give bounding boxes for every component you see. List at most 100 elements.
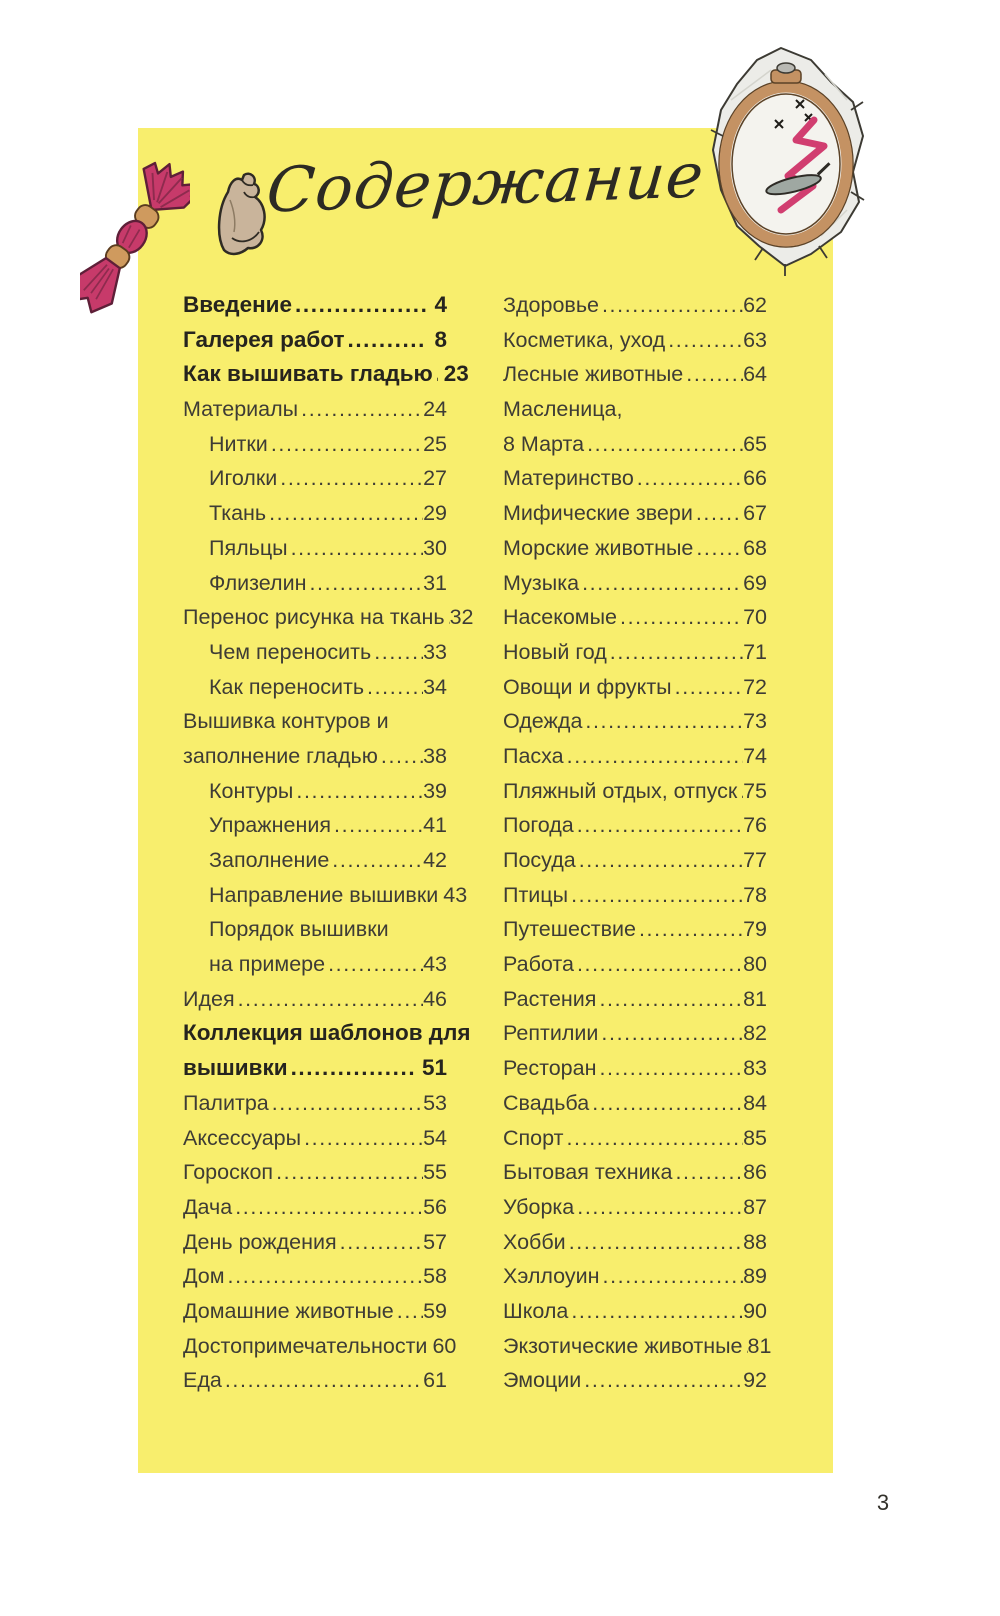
toc-entry: Хобби 88 <box>503 1225 767 1260</box>
toc-dot-leader <box>617 600 743 635</box>
toc-dot-leader <box>672 1155 743 1190</box>
toc-dot-leader <box>344 323 427 358</box>
toc-entry-label: Иголки <box>209 466 278 491</box>
toc-dot-leader <box>568 1294 743 1329</box>
toc-dot-leader <box>292 288 427 323</box>
toc-page-number: 81 <box>743 986 767 1011</box>
toc-entry-label: Уборка <box>503 1194 575 1219</box>
toc-entry: Как вышивать гладью 23 <box>183 357 469 392</box>
toc-page-number: 54 <box>423 1125 447 1150</box>
toc-page-number: 43 <box>443 882 468 907</box>
toc-entry: Косметика, уход 63 <box>503 323 767 358</box>
toc-dot-leader <box>598 1016 743 1051</box>
toc-dot-leader <box>693 531 743 566</box>
toc-page-number: 81 <box>747 1333 772 1358</box>
toc-entry-label: Еда <box>183 1368 222 1393</box>
toc-entry-label: Растения <box>503 986 597 1011</box>
toc-page-number: 8 <box>434 326 447 352</box>
toc-entry-label: Овощи и фрукты <box>503 674 672 699</box>
toc-page-number: 87 <box>743 1194 767 1219</box>
toc-entry-label: Морские животные <box>503 535 694 560</box>
toc-page-number: 58 <box>423 1264 447 1289</box>
toc-entry: Галерея работ 8 <box>183 323 447 358</box>
toc-entry: Ресторан 83 <box>503 1051 767 1086</box>
toc-entry: Дом 58 <box>183 1259 447 1294</box>
toc-entry: Вышивка контуров и <box>183 704 447 739</box>
toc-entry-label: Заполнение <box>209 848 330 872</box>
toc-entry-label: Рептилии <box>503 1021 599 1046</box>
toc-page-number: 78 <box>743 882 767 907</box>
toc-page-number: 90 <box>743 1298 767 1323</box>
toc-page-number: 27 <box>423 466 447 491</box>
toc-entry-label: Ресторан <box>503 1056 597 1081</box>
toc-entry-label: Пляжный отдых, отпуск <box>503 778 738 803</box>
toc-entry: Пляжный отдых, отпуск75 <box>503 774 767 809</box>
toc-entry: Введение 4 <box>183 288 447 323</box>
toc-entry-label: Хэллоуин <box>503 1264 600 1289</box>
toc-dot-leader <box>596 1051 743 1086</box>
toc-page-number: 42 <box>423 848 447 872</box>
toc-entry-label: Галерея работ <box>183 326 345 352</box>
toc-dot-leader <box>269 1086 423 1121</box>
toc-dot-leader <box>574 947 743 982</box>
toc-dot-leader <box>596 982 743 1017</box>
toc-entry-label: Насекомые <box>503 605 617 630</box>
toc-page-number: 46 <box>423 986 447 1011</box>
toc-entry-label: Идея <box>183 986 235 1011</box>
toc-entry-label: Перенос рисунка на ткань <box>183 605 445 630</box>
toc-entry: Чем переносить 33 <box>183 635 447 670</box>
toc-entry-label: Гороскоп <box>183 1160 274 1185</box>
toc-entry-label: вышивки <box>183 1055 288 1081</box>
toc-entry: Эмоции 92 <box>503 1363 767 1398</box>
toc-entry: Достопримечательности60 <box>183 1329 456 1364</box>
toc-page-number: 62 <box>743 293 767 317</box>
toc-entry: 8 Марта 65 <box>503 427 767 462</box>
toc-page-number: 75 <box>743 778 767 803</box>
toc-dot-leader <box>636 912 743 947</box>
toc-dot-leader <box>293 774 423 809</box>
toc-entry-label: Птицы <box>503 882 569 907</box>
toc-entry: Пасха 74 <box>503 739 767 774</box>
toc-page-number: 72 <box>743 674 767 699</box>
toc-dot-leader <box>600 1259 744 1294</box>
toc-entry-label: Путешествие <box>503 917 636 942</box>
toc-entry-label: Достопримечательности <box>183 1333 428 1358</box>
folio-page-number: 3 <box>876 1490 890 1515</box>
toc-dot-leader <box>566 1225 743 1260</box>
toc-dot-leader <box>337 1225 423 1260</box>
toc-dot-leader <box>266 496 423 531</box>
toc-entry: Гороскоп 55 <box>183 1155 447 1190</box>
toc-page-number: 29 <box>423 501 447 526</box>
toc-entry-label: Экзотические животные <box>503 1333 743 1358</box>
toc-dot-leader <box>693 496 743 531</box>
toc-entry: Одежда 73 <box>503 704 767 739</box>
toc-entry: Мифические звери 67 <box>503 496 767 531</box>
toc-page-number: 83 <box>743 1056 767 1081</box>
toc-entry: Еда 61 <box>183 1363 447 1398</box>
toc-page-number: 34 <box>423 674 447 699</box>
toc-page-number: 67 <box>743 501 767 526</box>
toc-entry-label: Свадьба <box>503 1090 590 1115</box>
toc-page-number: 74 <box>743 743 767 768</box>
toc-entry: заполнение гладью 38 <box>183 739 447 774</box>
toc-entry: Птицы 78 <box>503 878 767 913</box>
toc-entry-label: Косметика, уход <box>503 327 666 352</box>
toc-dot-leader <box>582 704 743 739</box>
toc-dot-leader <box>576 843 743 878</box>
toc-page-number: 73 <box>743 709 767 734</box>
toc-page-number: 79 <box>743 917 767 942</box>
toc-entry-label: Эмоции <box>503 1368 582 1393</box>
toc-dot-leader <box>277 461 423 496</box>
toc-entry-label: Вышивка контуров и <box>183 709 389 734</box>
toc-entry-label: Аксессуары <box>183 1125 302 1150</box>
toc-entry: Экзотические животные81 <box>503 1329 771 1364</box>
toc-dot-leader <box>288 531 423 566</box>
toc-dot-leader <box>634 461 743 496</box>
toc-entry: Путешествие 79 <box>503 912 767 947</box>
toc-entry: Новый год 71 <box>503 635 767 670</box>
toc-entry: Лесные животные 64 <box>503 357 767 392</box>
contents-sheet: Содержание Введение4Галерея работ8Как вы… <box>80 47 865 1473</box>
toc-entry-label: 8 Марта <box>503 431 585 456</box>
toc-page-number: 89 <box>743 1264 767 1289</box>
